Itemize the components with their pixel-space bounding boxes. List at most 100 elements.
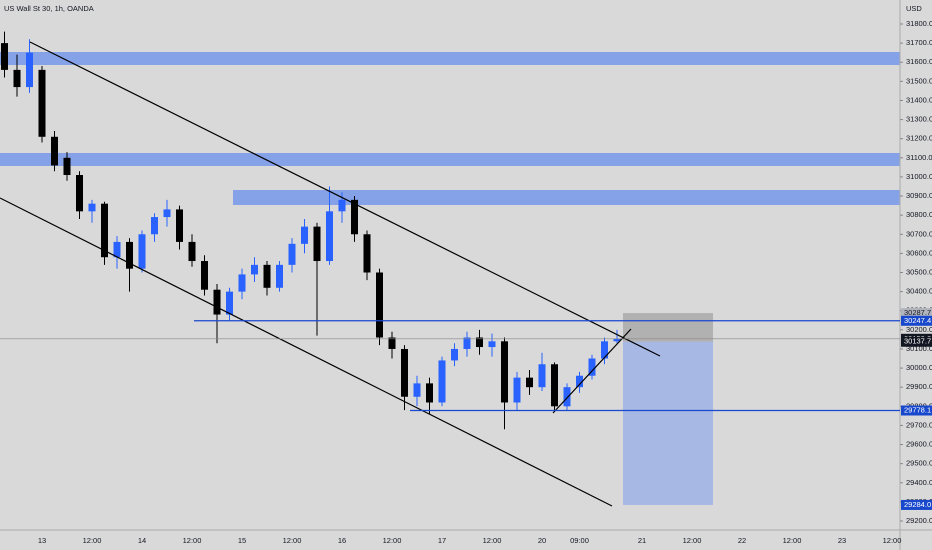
x-tick-label: 09:00 (570, 536, 589, 545)
x-tick-label: 17 (438, 536, 446, 545)
candle-body (238, 274, 246, 292)
candle-body (376, 272, 383, 338)
x-tick-label: 13 (38, 536, 46, 545)
y-tick-label: 29900.0 (906, 382, 932, 391)
candle-body (288, 243, 296, 265)
candle-body (201, 261, 208, 290)
price-tag (901, 499, 932, 510)
candle-body (138, 234, 146, 269)
candle-body (38, 69, 46, 137)
x-tick-label: 12:00 (483, 536, 502, 545)
candle-body (26, 52, 33, 88)
chart-title: US Wall St 30, 1h, OANDA (4, 4, 94, 13)
candle-body (363, 234, 371, 273)
candle-body (613, 338, 621, 342)
candle-body (463, 337, 471, 349)
candle-body (601, 341, 608, 359)
candle-body (538, 364, 546, 388)
x-tick-label: 12:00 (83, 536, 102, 545)
candle-body (113, 241, 121, 258)
price-tag-label: 30247.4 (904, 316, 931, 325)
y-tick-label: 30900.0 (906, 191, 932, 200)
candle-body (326, 211, 333, 262)
x-tick-label: 14 (138, 536, 146, 545)
x-tick-label: 16 (338, 536, 346, 545)
y-tick-label: 31100.0 (906, 153, 932, 162)
candle-body (576, 375, 583, 388)
candle-body (1, 43, 8, 70)
y-tick-label: 30700.0 (906, 229, 932, 238)
candle-body (476, 337, 483, 348)
y-tick-label: 30200.0 (906, 325, 932, 334)
resistance-zone (0, 52, 900, 65)
y-tick-label: 29200.0 (906, 516, 932, 525)
candle-body (501, 341, 508, 403)
y-tick-label: 31600.0 (906, 57, 932, 66)
candle-body (76, 175, 83, 212)
candle-body (276, 264, 283, 288)
candle-body (388, 337, 396, 349)
candle-body (488, 341, 496, 348)
x-tick-label: 22 (738, 536, 746, 545)
y-tick-label: 30800.0 (906, 210, 932, 219)
price-tag (901, 405, 932, 416)
candle-body (313, 226, 321, 262)
candle-body (213, 289, 221, 315)
y-tick-label: 29600.0 (906, 440, 932, 449)
y-tick-label: 30600.0 (906, 248, 932, 257)
price-tag-label: 30287.7 (904, 308, 931, 317)
x-tick-label: 23 (838, 536, 846, 545)
y-tick-label: 31000.0 (906, 172, 932, 181)
candle-body (401, 348, 408, 397)
candle-body (101, 203, 108, 258)
candle-body (63, 157, 71, 176)
y-tick-label: 29400.0 (906, 478, 932, 487)
price-tag-label: 29284.0 (904, 500, 931, 509)
candle-body (188, 241, 196, 262)
y-tick-label: 30000.0 (906, 363, 932, 372)
candle-body (126, 241, 133, 269)
price-tag (901, 308, 932, 319)
y-tick-label: 30400.0 (906, 287, 932, 296)
x-tick-label: 12:00 (283, 536, 302, 545)
x-tick-label: 20 (538, 536, 546, 545)
trend-line (552, 328, 632, 414)
candle-body (563, 387, 571, 407)
x-tick-label: 12:00 (683, 536, 702, 545)
y-tick-label: 31300.0 (906, 115, 932, 124)
price-tag (901, 315, 932, 326)
x-tick-label: 21 (638, 536, 646, 545)
x-tick-label: 12:00 (383, 536, 402, 545)
channel-line (29, 41, 661, 357)
candle-body (413, 383, 421, 397)
candle-body (301, 226, 308, 244)
candle-body (451, 348, 458, 361)
candle-body (551, 364, 558, 407)
risk-zone (623, 313, 713, 342)
price-tag-label: 30137.7 (904, 337, 931, 346)
y-tick-label: 29500.0 (906, 459, 932, 468)
candle-body (351, 199, 358, 235)
x-tick-label: 15 (238, 536, 246, 545)
candle-body (526, 377, 533, 388)
candle-body (163, 209, 171, 218)
x-tick-label: 12:00 (883, 536, 902, 545)
y-tick-label: 30500.0 (906, 267, 932, 276)
y-tick-label: 31700.0 (906, 38, 932, 47)
x-tick-label: 12:00 (783, 536, 802, 545)
y-tick-label: 29700.0 (906, 420, 932, 429)
candle-body (251, 264, 258, 275)
candle-body (88, 203, 96, 212)
resistance-zone (0, 153, 900, 166)
candle-body (13, 69, 21, 88)
x-tick-label: 12:00 (183, 536, 202, 545)
y-tick-label: 31800.0 (906, 19, 932, 28)
y-tick-label: 31400.0 (906, 95, 932, 104)
price-tag (901, 336, 932, 347)
reward-zone (623, 341, 713, 505)
candle-body (176, 209, 183, 242)
candle-body (438, 360, 446, 403)
candle-body (338, 199, 346, 212)
